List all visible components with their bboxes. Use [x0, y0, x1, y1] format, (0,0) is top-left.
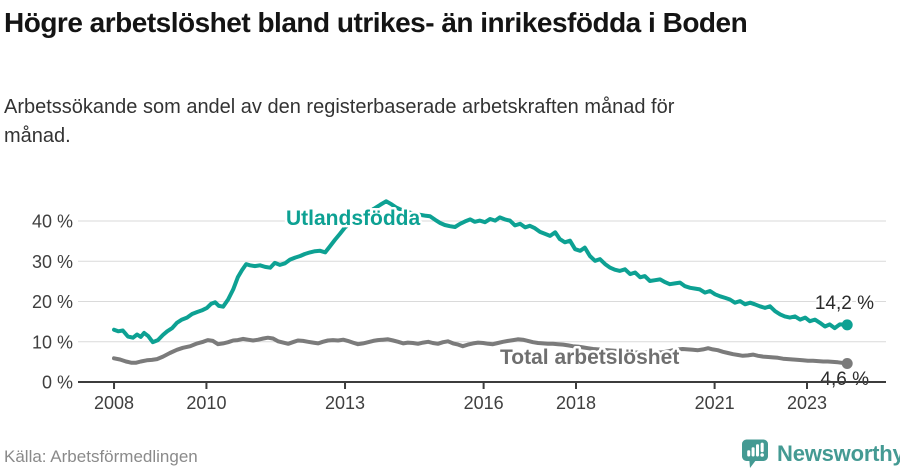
y-tick-label: 10 %: [32, 332, 73, 352]
end-value-label-total: 4,6 %: [820, 369, 869, 390]
x-tick-label: 2008: [94, 393, 134, 413]
series-line: [112, 199, 850, 345]
series-end-dot: [841, 319, 853, 331]
x-tick-label: 2018: [556, 393, 596, 413]
y-axis-labels: 0 % 10 % 20 % 30 % 40 %: [32, 212, 73, 393]
gridlines: [78, 220, 886, 343]
series-label-total-arbetsloshet: Total arbetslöshet: [500, 346, 679, 369]
newsworthy-bubble-chart-icon: [742, 439, 768, 468]
y-tick-label: 0 %: [42, 373, 73, 393]
line-chart: 0 % 10 % 20 % 30 % 40 % Utlandsfödda Total a…: [32, 199, 886, 413]
x-axis: [78, 381, 886, 389]
end-value-label-utlandsfodda: 14,2 %: [815, 293, 874, 314]
y-tick-label: 20 %: [32, 292, 73, 312]
y-tick-label: 30 %: [32, 252, 73, 272]
y-tick-label: 40 %: [32, 212, 73, 232]
x-tick-label: 2021: [695, 393, 735, 413]
x-tick-label: 2016: [464, 393, 504, 413]
series-lines: [112, 199, 853, 369]
page-title: Högre arbetslöshet bland utrikes- än inr…: [4, 7, 748, 38]
newsworthy-wordmark: Newsworthy: [777, 441, 900, 466]
x-axis-labels: 2008 2010 2013 2016 2018 2021 2023: [94, 393, 827, 413]
x-tick-label: 2010: [186, 393, 226, 413]
series-label-utlandsfodda: Utlandsfödda: [286, 207, 420, 230]
chart-subtitle: Arbetssökande som andel av den registerb…: [4, 96, 675, 147]
source-note: Källa: Arbetsförmedlingen: [4, 447, 198, 466]
series-line: [112, 335, 850, 366]
x-tick-label: 2013: [325, 393, 365, 413]
x-tick-label: 2023: [787, 393, 827, 413]
newsworthy-logo[interactable]: Newsworthy: [739, 438, 900, 470]
series-end-dot: [841, 357, 853, 369]
